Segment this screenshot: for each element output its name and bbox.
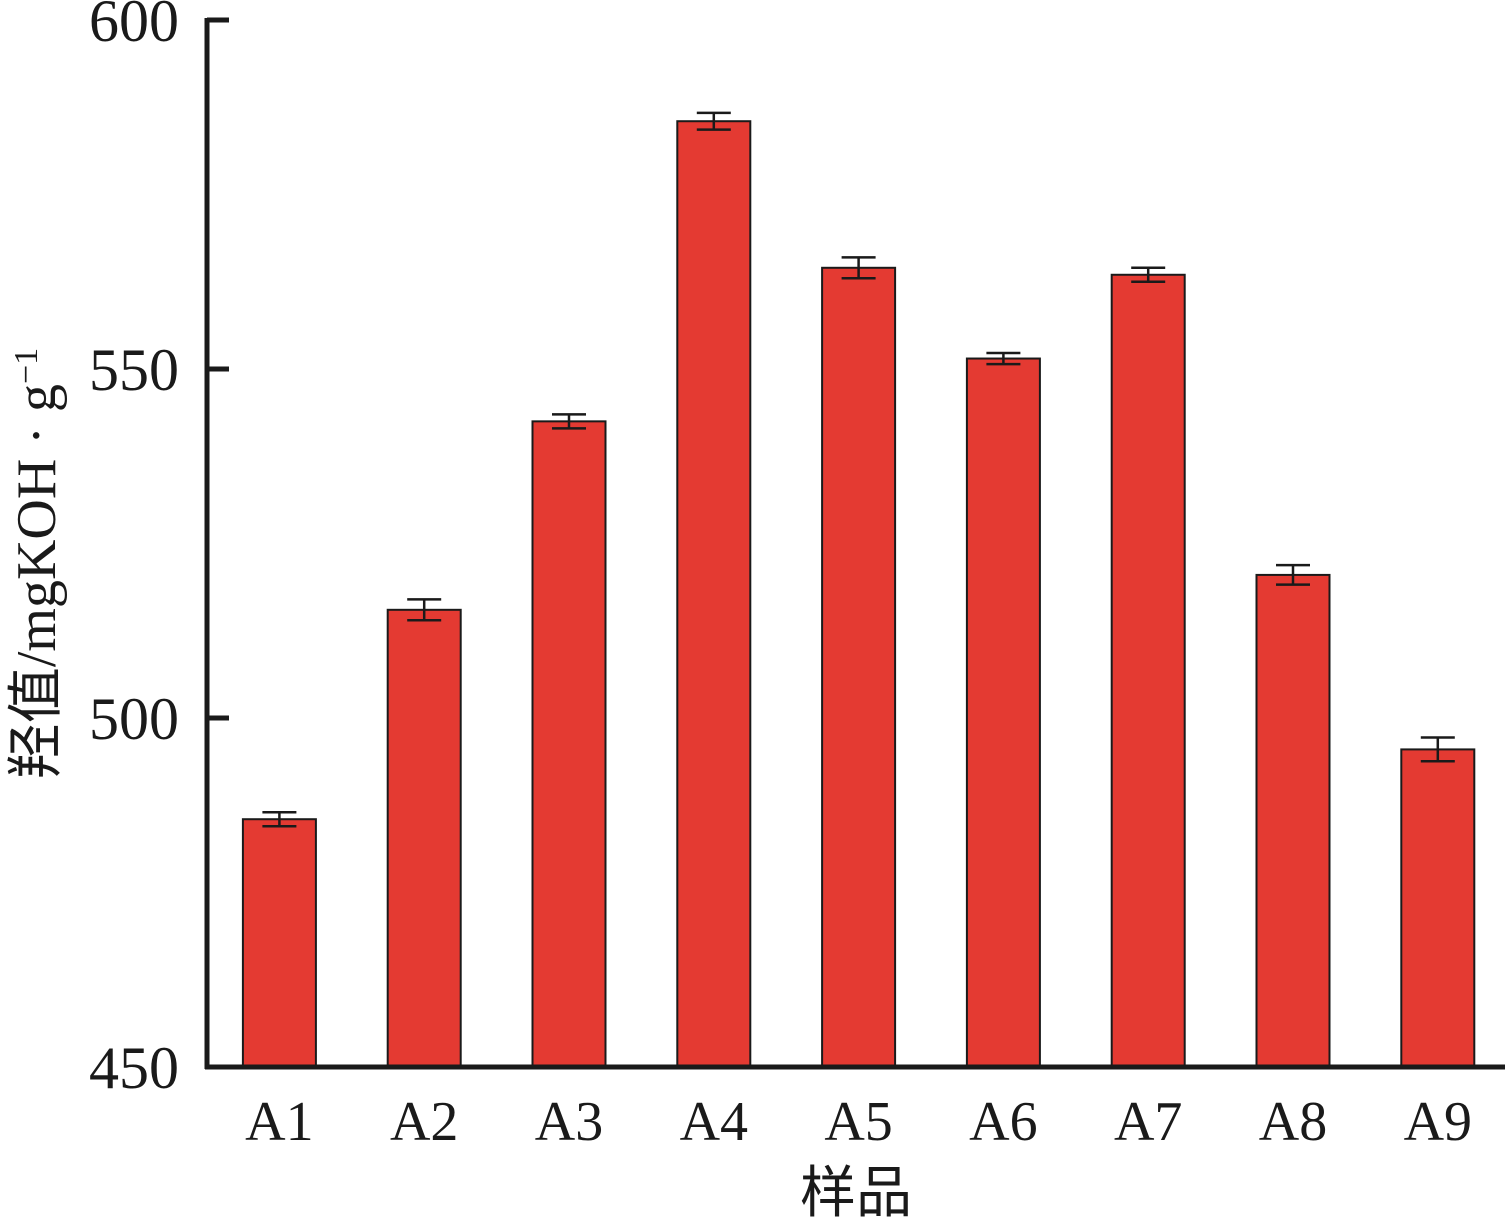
y-axis-title-group: 羟值/mgKOH · g−1 bbox=[6, 348, 68, 779]
bars-layer bbox=[241, 120, 1476, 1069]
error-bar-a8 bbox=[1276, 563, 1310, 586]
y-tick-label: 600 bbox=[89, 0, 179, 54]
error-bars-layer bbox=[262, 111, 1455, 828]
y-axis-title: 羟值/mgKOH · g−1 bbox=[6, 348, 68, 779]
x-tick-label-a1: A1 bbox=[245, 1091, 313, 1153]
error-bar-a7 bbox=[1131, 266, 1166, 283]
x-tick-label-a7: A7 bbox=[1114, 1091, 1182, 1153]
y-axis-title-main: 羟值/mgKOH · g bbox=[6, 384, 68, 779]
x-tick-label-a3: A3 bbox=[535, 1091, 603, 1153]
x-tick-label-a6: A6 bbox=[969, 1091, 1037, 1153]
x-axis-title: 样品 bbox=[800, 1163, 912, 1223]
error-bar-a1 bbox=[262, 810, 297, 828]
error-bar-a9 bbox=[1420, 736, 1455, 763]
y-tick-label: 450 bbox=[89, 1035, 179, 1101]
error-bar-a3 bbox=[552, 413, 586, 430]
x-tick-label-a9: A9 bbox=[1404, 1091, 1472, 1153]
y-tick-label: 550 bbox=[89, 337, 179, 403]
bar-a6 bbox=[965, 357, 1041, 1068]
y-tick-label: 500 bbox=[89, 686, 179, 752]
bar-a1 bbox=[241, 818, 317, 1069]
error-bar-a5 bbox=[841, 256, 876, 280]
x-tick-label-a4: A4 bbox=[680, 1091, 748, 1153]
bar-a7 bbox=[1110, 273, 1186, 1068]
error-bar-a6 bbox=[986, 351, 1021, 366]
bar-a4 bbox=[676, 120, 752, 1068]
bar-a3 bbox=[531, 420, 607, 1069]
bar-a5 bbox=[821, 266, 897, 1069]
y-ticks-layer: 450 500 550 600 bbox=[89, 0, 229, 1101]
error-bar-a2 bbox=[407, 598, 442, 622]
x-tick-label-a5: A5 bbox=[824, 1091, 892, 1153]
error-bar-a4 bbox=[696, 111, 731, 131]
bar-a2 bbox=[386, 608, 462, 1068]
x-tick-label-a2: A2 bbox=[390, 1091, 458, 1153]
y-axis-title-superscript: −1 bbox=[8, 348, 45, 384]
x-tick-labels-layer: A1 A2 A3 A4 A5 A6 A7 A8 A9 bbox=[245, 1091, 1472, 1153]
axes-layer bbox=[204, 18, 1505, 1070]
bar-a9 bbox=[1400, 748, 1476, 1068]
x-tick-label-a8: A8 bbox=[1259, 1091, 1327, 1153]
bar-a8 bbox=[1255, 573, 1331, 1068]
